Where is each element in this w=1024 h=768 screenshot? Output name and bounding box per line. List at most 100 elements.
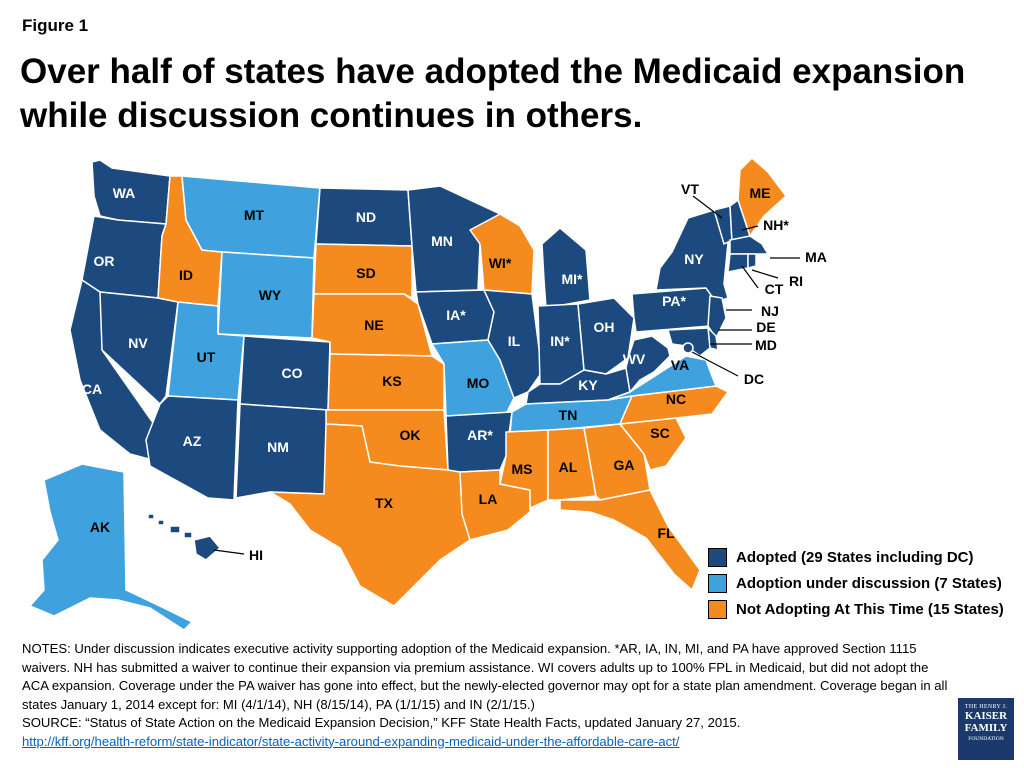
notes-text: NOTES: Under discussion indicates execut… [22,641,948,712]
legend-swatch [708,573,727,593]
state-HI[interactable] [157,519,165,526]
map-legend: Adopted (29 States including DC) Adoptio… [708,544,1004,622]
state-label-NM: NM [267,439,289,455]
state-label-IL: IL [508,333,521,349]
leader-line [213,549,245,555]
state-label-SD: SD [356,265,375,281]
legend-label: Not Adopting At This Time (15 States) [736,600,1004,618]
us-map: WA OR CA NV ID MT WY UT AZ CO NM ND SD N… [29,157,827,630]
state-label-TN: TN [559,407,578,423]
state-AZ[interactable] [145,395,239,501]
state-WI[interactable] [469,213,535,295]
state-label-NJ: NJ [761,303,779,319]
state-label-CT: CT [765,281,784,297]
logo-line: FAMILY [964,722,1008,734]
state-label-KY: KY [578,377,598,393]
state-label-AZ: AZ [183,433,202,449]
state-label-KS: KS [382,373,401,389]
state-label-MD: MD [755,337,777,353]
leader-line [691,351,739,377]
state-label-WV: WV [623,351,646,367]
state-label-OR: OR [94,253,115,269]
logo-line: KAISER [964,710,1008,722]
leader-line [741,225,759,231]
state-HI[interactable] [147,513,155,520]
state-AL[interactable] [547,427,597,501]
state-label-NH: NH* [763,217,789,233]
state-HI[interactable] [193,535,221,561]
state-NJ[interactable] [707,295,727,339]
state-label-MI: MI* [562,271,584,287]
state-label-MT: MT [244,207,265,223]
state-label-MO: MO [467,375,490,391]
state-label-AK: AK [90,519,110,535]
state-label-MA: MA [805,249,827,265]
state-MI[interactable] [541,227,591,309]
state-TX[interactable] [269,423,471,607]
state-label-CO: CO [282,365,303,381]
state-RI[interactable] [747,253,757,269]
state-label-MS: MS [512,461,533,477]
state-AK[interactable] [29,463,193,630]
state-label-UT: UT [197,349,216,365]
logo-line: FOUNDATION [968,736,1004,742]
state-label-ID: ID [179,267,193,283]
state-label-NY: NY [684,251,704,267]
state-FL[interactable] [559,489,701,591]
state-label-LA: LA [479,491,498,507]
state-label-RI: RI [789,273,803,289]
legend-label: Adoption under discussion (7 States) [736,574,1002,592]
state-label-NE: NE [364,317,383,333]
state-label-VA: VA [671,357,689,373]
state-LA[interactable] [459,469,531,541]
figure-label: Figure 1 [22,16,89,35]
legend-swatch [708,599,727,619]
state-label-WI: WI* [489,255,512,271]
state-label-VT: VT [681,181,699,197]
state-KS[interactable] [327,353,445,411]
legend-label: Adopted (29 States including DC) [736,548,974,566]
state-label-ND: ND [356,209,376,225]
state-label-AL: AL [559,459,578,475]
state-label-DC: DC [744,371,764,387]
state-label-WA: WA [113,185,136,201]
state-VA[interactable] [607,355,717,401]
state-label-SC: SC [650,425,669,441]
legend-swatch [708,547,727,567]
state-label-IN: IN* [550,333,570,349]
source-link[interactable]: http://kff.org/health-reform/state-indic… [22,733,680,749]
legend-item-not-adopting: Not Adopting At This Time (15 States) [708,596,1004,622]
state-MA[interactable] [729,235,769,255]
state-label-NV: NV [128,335,148,351]
state-label-DE: DE [756,319,775,335]
state-label-WY: WY [259,287,282,303]
logo-line: THE HENRY J. [964,704,1008,710]
legend-item-discussion: Adoption under discussion (7 States) [708,570,1004,596]
state-label-ME: ME [750,185,771,201]
legend-item-adopted: Adopted (29 States including DC) [708,544,1004,570]
leader-line [692,195,723,219]
page-title: Over half of states have adopted the Med… [20,52,966,135]
kff-logo: THE HENRY J. KAISER FAMILY FOUNDATION [958,698,1014,760]
leader-line [741,265,759,289]
state-label-CA: CA [82,381,102,397]
state-label-HI: HI [249,547,263,563]
state-label-FL: FL [657,525,675,541]
state-ME[interactable] [737,157,787,237]
state-label-PA: PA* [662,293,686,309]
state-label-OH: OH [594,319,615,335]
state-HI[interactable] [169,525,181,534]
state-label-AR: AR* [467,427,493,443]
state-label-NC: NC [666,391,686,407]
state-label-MN: MN [431,233,453,249]
state-label-GA: GA [614,457,635,473]
state-WV[interactable] [625,335,671,393]
notes-block: NOTES: Under discussion indicates execut… [22,640,952,751]
state-IL[interactable] [483,289,543,399]
source-text: SOURCE: “Status of State Action on the M… [22,715,741,730]
state-HI[interactable] [183,531,193,539]
leader-line [751,269,779,279]
state-label-TX: TX [375,495,394,511]
state-DC[interactable] [682,342,694,354]
state-label-OK: OK [400,427,421,443]
